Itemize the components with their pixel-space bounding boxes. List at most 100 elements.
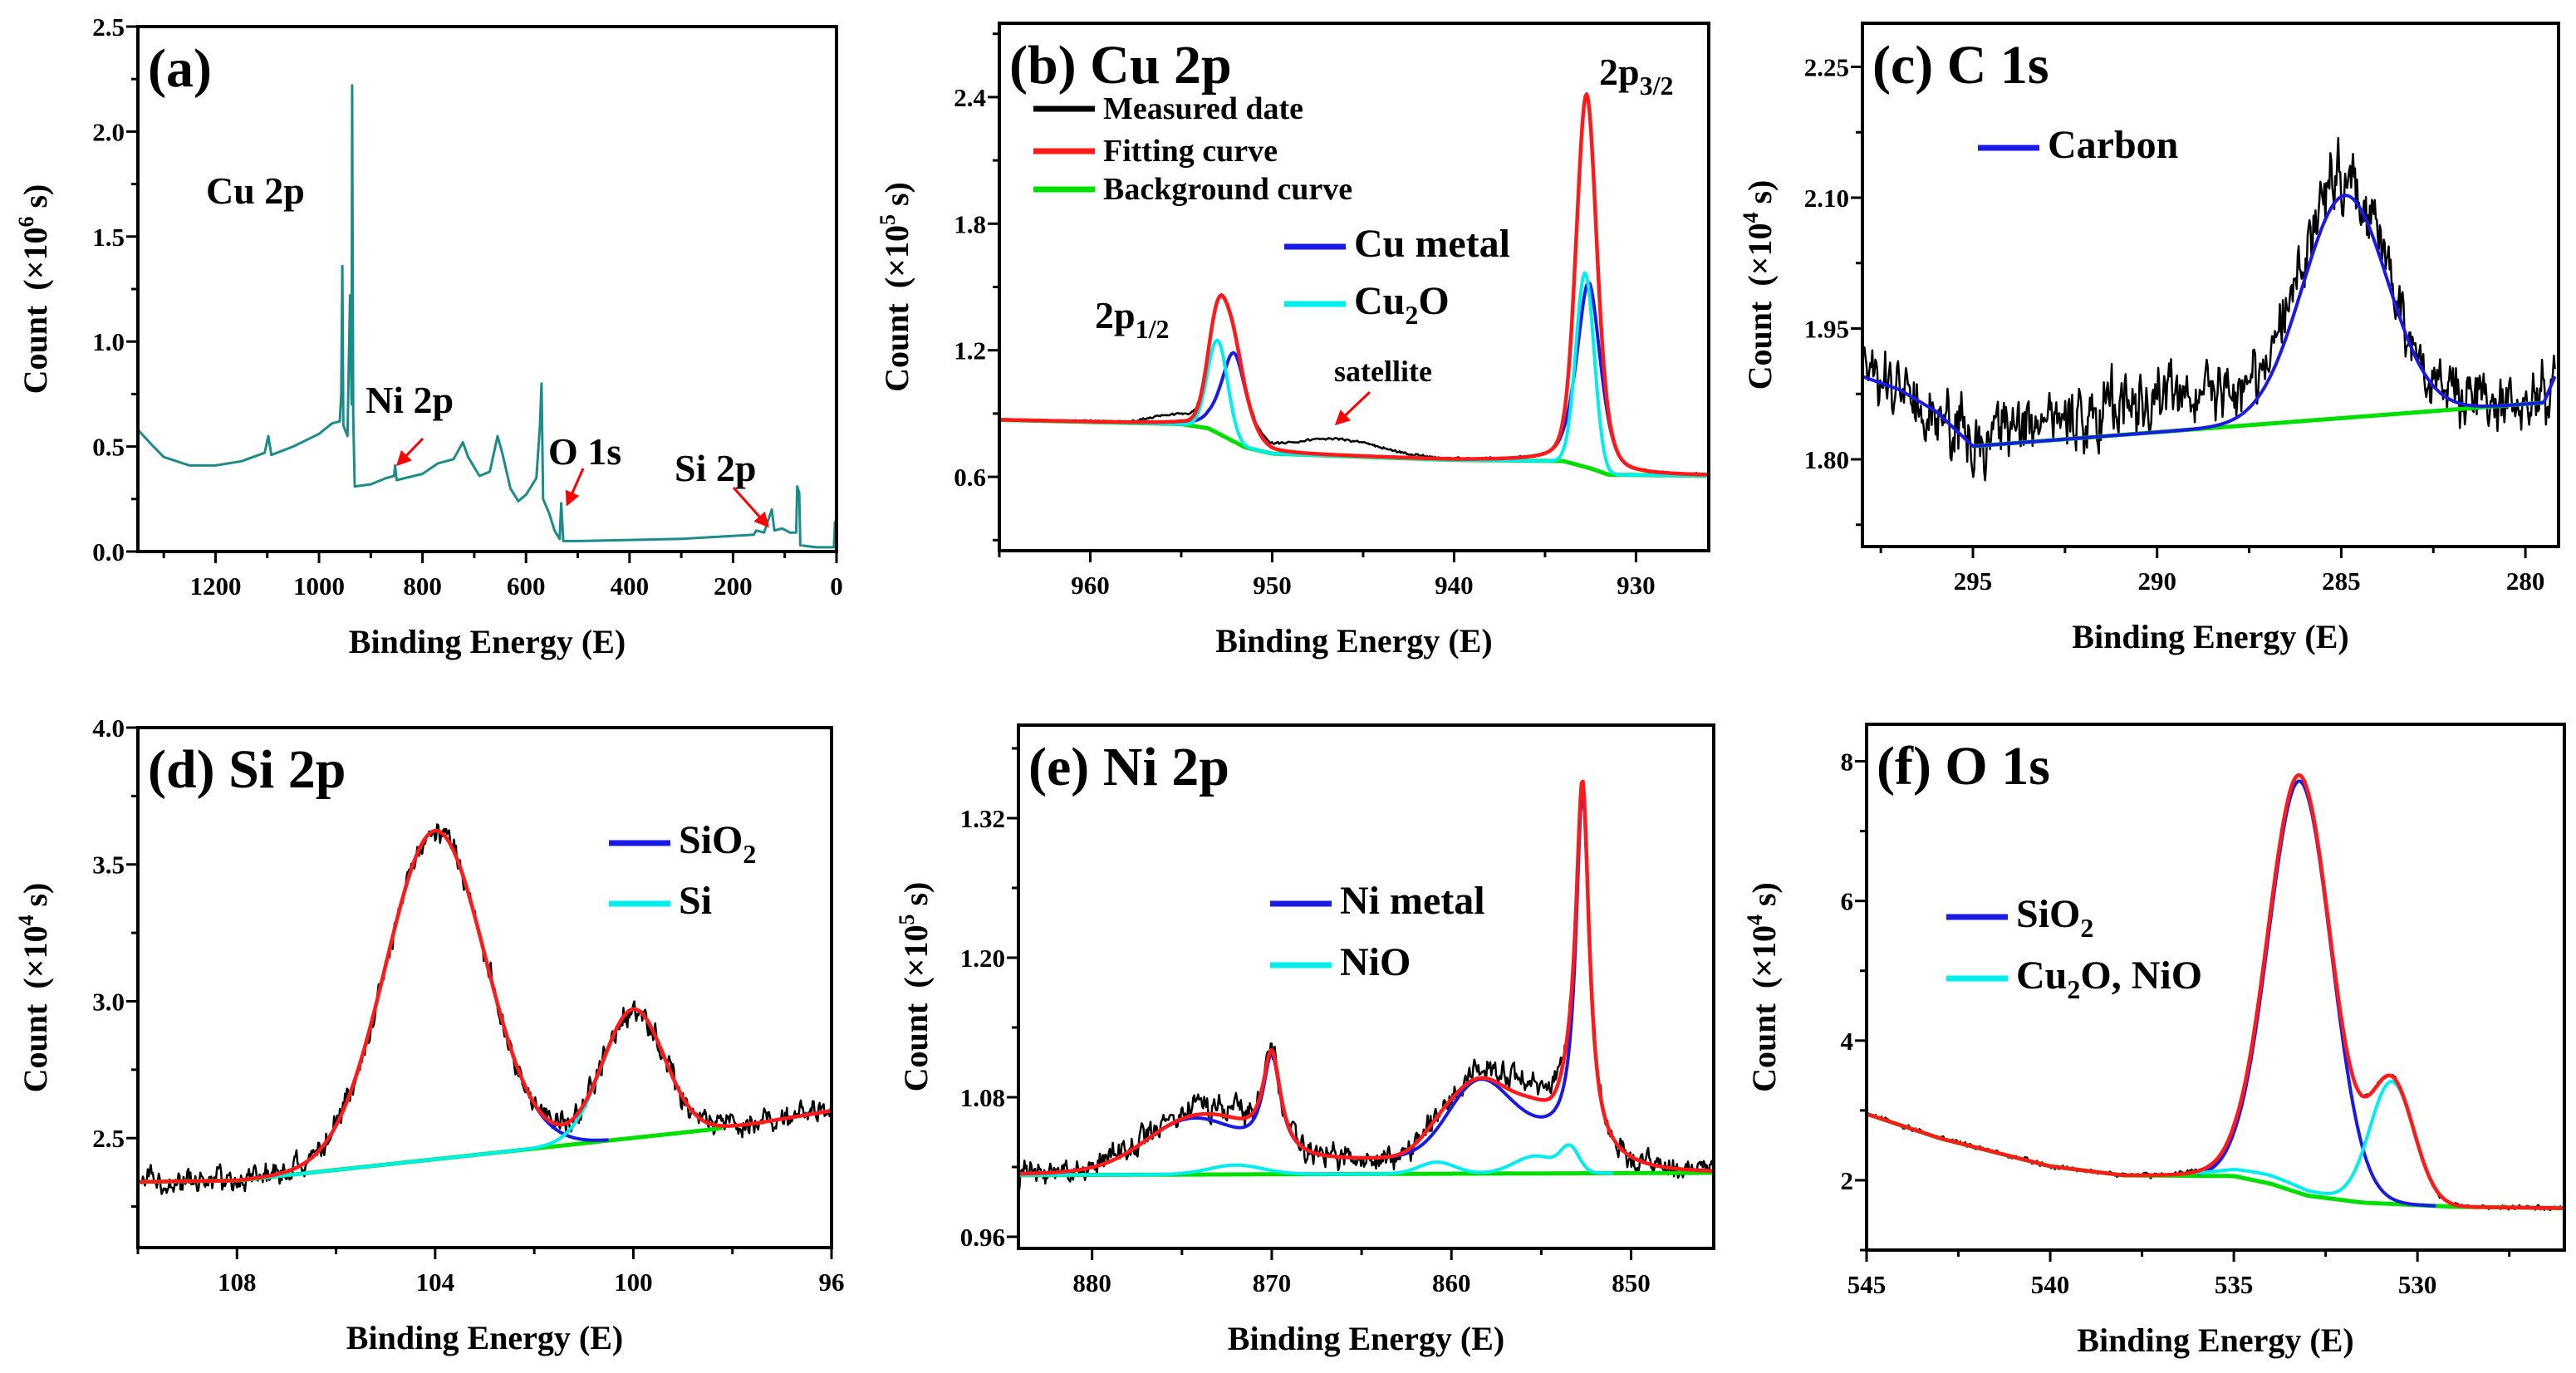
- peak-annotation: O 1s: [548, 430, 621, 473]
- x-axis-title: Binding Energy (E): [1215, 622, 1492, 660]
- legend-label: Measured date: [1103, 91, 1303, 126]
- x-tick-label: 290: [2137, 566, 2176, 596]
- legend-label-text: Cu: [2016, 954, 2067, 998]
- x-tick-label: 108: [218, 1268, 257, 1297]
- y-axis-title-suffix: s): [17, 184, 54, 217]
- panel-e: 880 870 860 850 0.96 1.08 1.20 1.32 Binding Ener…: [895, 723, 1715, 1357]
- component-line-0: [1018, 790, 1615, 1176]
- x-tick-label: 1200: [189, 571, 241, 601]
- plot-area: [1018, 779, 1714, 1190]
- legend-label: Ni metal: [1340, 879, 1485, 923]
- fitting-curve-line: [1018, 779, 1714, 1176]
- x-tick-label: 880: [1072, 1268, 1111, 1297]
- x-tick-label: 950: [1253, 571, 1292, 600]
- y-axis-title-exponent: 4: [14, 915, 38, 926]
- legend-label-text: Measured date: [1103, 91, 1303, 126]
- x-tick-label: 400: [611, 571, 650, 601]
- component-line-1: [2196, 1080, 2437, 1195]
- legend-item: SiO2: [1946, 892, 2093, 943]
- legend-item: Cu metal: [1284, 222, 1510, 266]
- legend-label-subscript: 2: [2067, 974, 2080, 1004]
- y-axis-title-suffix: s): [878, 182, 915, 214]
- peak-annotation-text: satellite: [1334, 355, 1432, 388]
- y-tick-label: 2.4: [954, 83, 986, 112]
- background-curve-line: [138, 1125, 724, 1184]
- legend-item: SiO2: [609, 818, 756, 869]
- panel-title: (a): [148, 38, 212, 99]
- peak-annotation: Cu 2p: [206, 169, 305, 212]
- legend-label: Background curve: [1103, 172, 1352, 207]
- y-axis-title-exponent: 6: [14, 217, 38, 228]
- y-axis-title-main: Count: [17, 305, 54, 394]
- legend-label: Si: [679, 879, 712, 923]
- fitting-curve-line: [1867, 772, 2564, 1210]
- panel-b: 960 950 940 930 0.6 1.2 1.8 2.4 Binding Energy (…: [876, 22, 1710, 660]
- y-axis-title-suffix: s): [17, 883, 54, 915]
- component-line-0: [1862, 194, 2557, 449]
- y-axis-title: Count (×105 s): [895, 882, 935, 1092]
- legend-item: Background curve: [1033, 172, 1352, 207]
- legend-label-subscript: 2: [743, 839, 756, 869]
- peak-annotation-subscript: 3/2: [1640, 71, 1674, 101]
- legend-item: Ni metal: [1270, 879, 1485, 923]
- panel-c: 295 290 285 280 1.80 1.95 2.10 2.25 Binding Ener…: [1739, 22, 2560, 655]
- legend-label-text: Fitting curve: [1103, 134, 1278, 169]
- component-line-1: [236, 1008, 709, 1183]
- x-tick-label: 0: [830, 571, 843, 601]
- legend-label: SiO2: [679, 818, 756, 869]
- peak-annotation: 2p3/2: [1599, 51, 1673, 101]
- legend-label-text: Cu: [1354, 279, 1405, 323]
- y-axis-title-suffix: s): [897, 882, 935, 915]
- y-tick-label: 2.10: [1804, 184, 1849, 213]
- plot-area: [999, 92, 1709, 478]
- legend-label-text: NiO: [1340, 940, 1411, 984]
- y-axis-title-suffix: s): [1745, 882, 1783, 915]
- panel-f: 545 540 535 530 2 4 6 8 Binding Energy (E) Count (…: [1743, 723, 2566, 1359]
- legend-label: Fitting curve: [1103, 134, 1278, 169]
- legend-item: Cu2O: [1284, 279, 1450, 330]
- y-axis-title-unit: (×10: [1741, 223, 1779, 287]
- x-tick-label: 1000: [293, 571, 345, 601]
- legend-label-text: Ni metal: [1340, 879, 1485, 923]
- y-tick-label: 0.0: [92, 537, 125, 566]
- plot-area: [138, 84, 837, 549]
- x-tick-label: 530: [2398, 1270, 2437, 1299]
- y-tick-label: 2.25: [1804, 53, 1849, 82]
- y-tick-label: 0.96: [960, 1223, 1005, 1252]
- y-tick-label: 3.0: [92, 987, 125, 1016]
- peak-annotation-text: O 1s: [548, 430, 621, 473]
- y-tick-label: 1.95: [1804, 315, 1849, 344]
- component-line-0: [236, 829, 610, 1183]
- y-axis-title: Count (×106 s): [14, 184, 54, 395]
- x-tick-label: 200: [714, 571, 753, 601]
- y-tick-label: 1.8: [954, 209, 986, 238]
- annotation-arrow: [565, 468, 585, 507]
- x-axis-title: Binding Energy (E): [2077, 1322, 2353, 1359]
- legend-label-text-after: O: [1418, 279, 1449, 323]
- x-tick-label: 545: [1847, 1270, 1887, 1299]
- x-tick-label: 960: [1071, 571, 1110, 600]
- peak-annotation-subscript: 1/2: [1136, 314, 1170, 344]
- x-tick-label: 600: [507, 571, 546, 601]
- legend-label-text: Background curve: [1103, 172, 1352, 207]
- y-tick-label: 8: [1841, 748, 1854, 777]
- y-tick-label: 3.5: [92, 851, 125, 880]
- peak-annotation: Si 2p: [675, 447, 756, 489]
- panel-title: (f) O 1s: [1877, 736, 2050, 797]
- x-tick-label: 96: [819, 1268, 845, 1297]
- fitting-curve-line: [999, 92, 1709, 477]
- annotation-arrow: [732, 487, 769, 528]
- legend-label-subscript: 2: [1405, 300, 1418, 330]
- legend-item: Carbon: [1978, 123, 2178, 167]
- legend-label: Cu metal: [1354, 222, 1510, 266]
- legend-item: Cu2O, NiO: [1946, 954, 2202, 1004]
- legend-label-text: Si: [679, 879, 712, 923]
- legend-label: Carbon: [2048, 123, 2178, 167]
- y-tick-label: 2.5: [92, 1124, 125, 1153]
- annotation-arrow: [395, 437, 424, 467]
- x-tick-label: 535: [2215, 1270, 2254, 1299]
- y-axis-title: Count (×104 s): [1743, 882, 1783, 1092]
- x-tick-label: 540: [2031, 1270, 2070, 1299]
- y-axis-title-exponent: 5: [895, 915, 919, 925]
